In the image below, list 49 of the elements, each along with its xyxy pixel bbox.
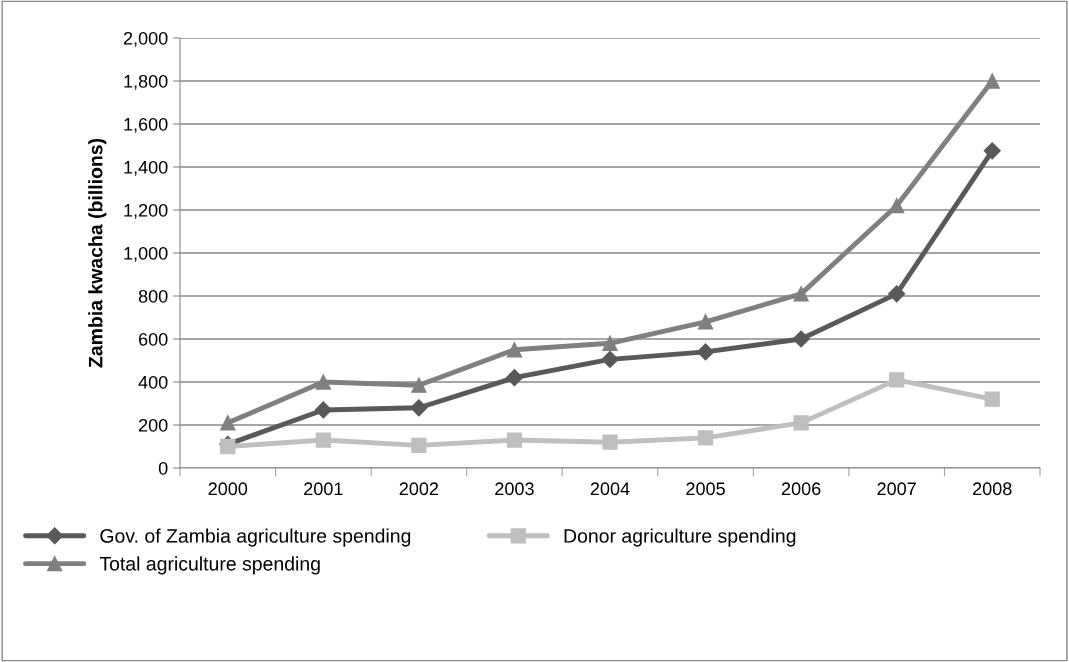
point (411, 437, 427, 454)
x-tick-label: 2001 (304, 482, 343, 496)
y-tick-label: 0 (158, 461, 168, 475)
point (889, 372, 905, 388)
point (601, 350, 619, 368)
point (602, 434, 618, 450)
point (602, 335, 618, 351)
point (888, 285, 906, 303)
point (315, 374, 331, 390)
x-tick-label: 2004 (590, 482, 630, 496)
y-tick-label: 1,600 (124, 117, 168, 133)
point (314, 401, 332, 419)
x-tick-label: 2000 (208, 482, 248, 496)
x-tick-label: 2007 (877, 482, 916, 496)
point (697, 343, 715, 361)
x-tick-label: 2005 (686, 482, 725, 496)
y-tick-label: 1,400 (124, 160, 168, 176)
legend-label: Gov. of Zambia agriculture spending (100, 528, 411, 547)
point (792, 330, 810, 348)
point (315, 432, 331, 448)
y-tick-label: 200 (138, 418, 168, 432)
x-tick-label: 2003 (495, 482, 534, 496)
point (506, 432, 523, 448)
point (889, 198, 905, 214)
point (793, 415, 809, 431)
point (697, 314, 714, 330)
point (506, 342, 523, 358)
y-axis-title: Zambia kwacha (billions) (88, 138, 107, 368)
point (984, 73, 1000, 89)
y-tick-label: 400 (138, 375, 168, 389)
point (505, 369, 523, 387)
y-tick-label: 1,200 (124, 203, 168, 219)
y-tick-label: 800 (138, 289, 168, 303)
x-tick-label: 2006 (781, 482, 821, 496)
legend-label: Total agriculture spending (99, 556, 320, 575)
y-tick-label: 1,000 (124, 246, 168, 262)
x-tick-label: 2008 (973, 482, 1012, 496)
point (410, 399, 428, 417)
point (984, 391, 1000, 407)
y-tick-label: 1,800 (124, 74, 168, 90)
point (697, 430, 714, 446)
x-tick-label: 2002 (399, 482, 439, 496)
y-tick-label: 600 (138, 332, 168, 346)
y-tick-label: 2,000 (123, 31, 168, 47)
point (983, 142, 1001, 160)
point (793, 286, 809, 302)
point (220, 415, 236, 431)
legend-label: Donor agriculture spending (564, 528, 796, 547)
point (411, 377, 427, 393)
